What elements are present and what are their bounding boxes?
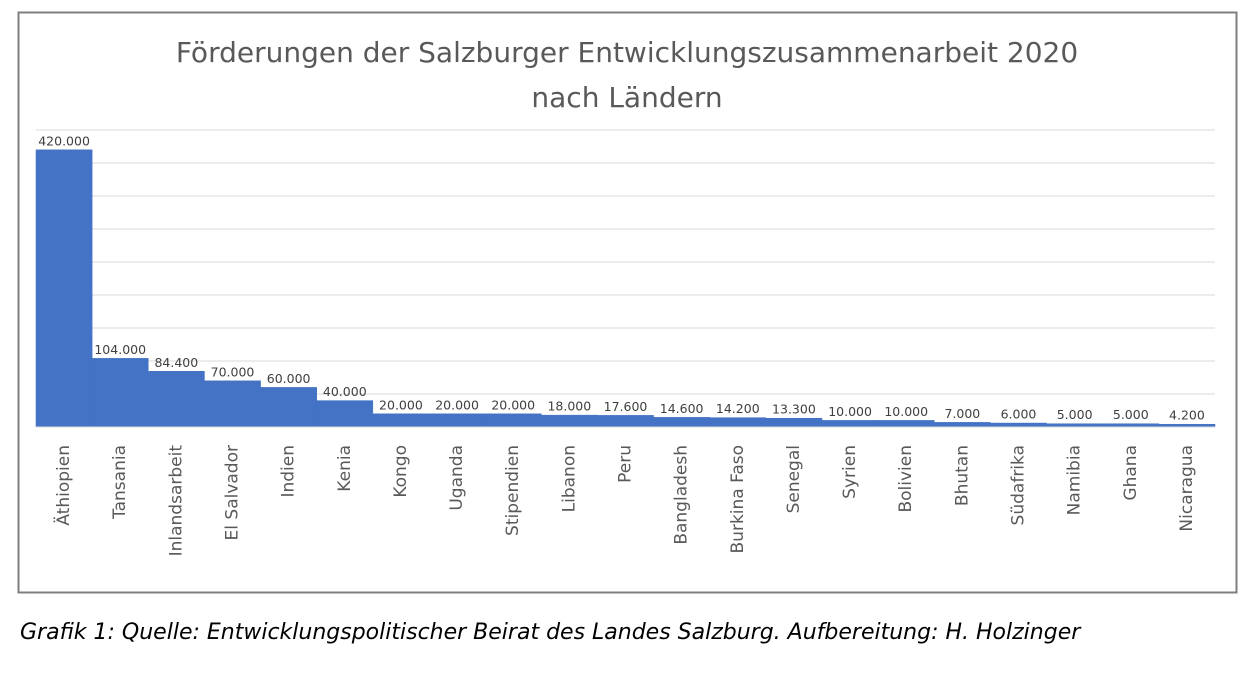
data-label: 5.000: [1057, 407, 1093, 422]
bar: [372, 413, 430, 428]
data-label: 18.000: [547, 399, 591, 414]
bar: [541, 414, 598, 428]
data-label: 14.600: [660, 401, 704, 416]
x-tick-label: Senegal: [784, 445, 804, 513]
data-label: 60.000: [267, 371, 311, 386]
x-tick-label: Syrien: [840, 445, 860, 499]
data-label: 70.000: [211, 364, 255, 379]
data-label: 6.000: [1001, 407, 1037, 422]
data-label: 5.000: [1113, 407, 1149, 422]
data-label: 20.000: [435, 397, 479, 412]
x-tick-label: Ghana: [1121, 445, 1141, 501]
x-tick-label: Libanon: [559, 445, 579, 512]
bar: [204, 380, 261, 428]
data-label: 4.200: [1169, 408, 1205, 423]
x-tick-label: Namibia: [1065, 445, 1085, 515]
bar: [653, 417, 710, 428]
data-label: 104.000: [94, 342, 146, 357]
x-tick-label: Burkina Faso: [728, 445, 748, 553]
x-tick-label: Bangladesh: [672, 445, 692, 545]
bar: [709, 417, 767, 428]
data-label: 17.600: [604, 399, 648, 414]
data-label: 420.000: [38, 133, 90, 148]
data-label: 13.300: [772, 402, 816, 417]
data-label: 14.200: [716, 401, 760, 416]
data-label: 10.000: [884, 404, 928, 419]
data-label: 84.400: [154, 355, 198, 370]
x-tick-label: Stipendien: [503, 445, 523, 536]
x-tick-label: Kongo: [391, 445, 411, 498]
bar: [597, 415, 654, 428]
data-label: 40.000: [323, 384, 367, 399]
x-tick-label: Äthiopien: [53, 445, 74, 526]
x-tick-label: El Salvador: [223, 445, 243, 540]
bar: [990, 422, 1047, 428]
bar: [316, 400, 374, 428]
bar: [148, 371, 205, 428]
x-tick-label: Bhutan: [952, 445, 972, 506]
x-tick-label: Uganda: [447, 445, 467, 511]
bar: [260, 387, 317, 428]
bar: [765, 417, 823, 428]
x-tick-label: Nicaragua: [1177, 445, 1197, 532]
caption: Grafik 1: Quelle: Entwicklungspolitische…: [20, 620, 1082, 645]
bar: [821, 420, 879, 428]
x-tick-label: Südafrika: [1009, 445, 1029, 525]
data-label: 10.000: [828, 404, 872, 419]
x-tick-label: Indien: [279, 445, 299, 498]
bar: [877, 420, 935, 428]
x-tick-label: Inlandsarbeit: [166, 445, 186, 557]
data-label: 7.000: [944, 406, 980, 421]
bar: [428, 413, 486, 428]
x-tick-label: Kenia: [335, 445, 355, 492]
data-label: 20.000: [379, 397, 423, 412]
chart-title: nach Ländern: [531, 81, 722, 114]
x-tick-label: Bolivien: [896, 445, 916, 513]
bar: [91, 358, 149, 428]
data-label: 20.000: [491, 397, 535, 412]
bar: [35, 149, 93, 428]
chart-border: [17, 11, 1238, 594]
bar: [484, 413, 542, 428]
bar: [934, 422, 991, 428]
x-tick-label: Peru: [616, 445, 636, 483]
x-tick-label: Tansania: [110, 445, 130, 520]
chart-title: Förderungen der Salzburger Entwicklungsz…: [176, 36, 1078, 69]
